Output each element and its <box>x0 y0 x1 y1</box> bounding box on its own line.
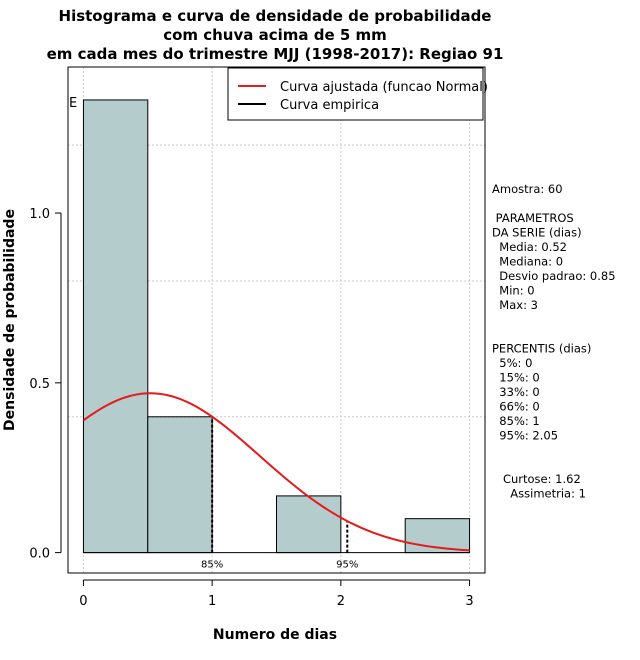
normal-curve <box>82 392 470 552</box>
side-stat-line: 5%: 0 <box>492 356 532 370</box>
side-stat-line: Media: 0.52 <box>492 240 567 254</box>
side-stat-line: Amostra: 60 <box>492 182 563 196</box>
x-axis-title: Numero de dias <box>213 627 337 643</box>
legend: Curva ajustada (funcao Normal) Curva empi… <box>227 67 488 121</box>
axes: 0 1 2 3 0.0 0.5 1.0 Numero de dias Densidade de … <box>2 207 474 643</box>
side-stat-line: PARAMETROS <box>492 211 574 225</box>
histogram-bar <box>82 99 149 554</box>
fitted-curve <box>82 392 470 552</box>
legend-label: Curva empirica <box>280 98 379 113</box>
x-tick-label: 2 <box>337 594 345 609</box>
side-stat-line: DA SERIE (dias) <box>492 226 582 240</box>
chart-title: Histograma e curva de densidade de proba… <box>47 7 504 63</box>
histogram-bars <box>82 99 471 554</box>
y-tick-label: 0.0 <box>29 547 50 562</box>
side-stat-line: 15%: 0 <box>492 371 540 385</box>
side-stat-line: 95%: 2.05 <box>492 429 558 443</box>
y-tick-label: 0.5 <box>29 377 50 392</box>
percentile-label: 85% <box>201 560 223 571</box>
side-stat-line: Curtose: 1.62 <box>492 472 581 486</box>
side-stat-line: PERCENTIS (dias) <box>492 342 591 356</box>
corner-mark: E <box>69 96 77 111</box>
side-stat-line: 33%: 0 <box>492 385 540 399</box>
legend-label: Curva ajustada (funcao Normal) <box>280 80 488 95</box>
chart-title-line: Histograma e curva de densidade de proba… <box>59 7 492 25</box>
side-stat-line: Min: 0 <box>492 284 535 298</box>
side-stat-line: Mediana: 0 <box>492 255 563 269</box>
y-axis-title: Densidade de probabilidade <box>2 209 18 431</box>
histogram-bar <box>276 495 342 554</box>
side-stat-line: Max: 3 <box>492 298 538 312</box>
x-tick-label: 1 <box>208 594 216 609</box>
plot-frame <box>67 66 486 574</box>
side-stat-line: Assimetria: 1 <box>492 487 586 501</box>
percentile-label: 95% <box>336 560 358 571</box>
x-tick-label: 3 <box>465 594 473 609</box>
chart-title-line: em cada mes do trimestre MJJ (1998-2017)… <box>47 45 504 63</box>
side-stat-line: Desvio padrao: 0.85 <box>492 269 616 283</box>
legend-box <box>227 67 484 121</box>
side-stat-line: 85%: 1 <box>492 414 540 428</box>
percentile-markers: 85% 95% <box>201 416 358 571</box>
y-tick-label: 1.0 <box>29 207 50 222</box>
histogram-bar <box>147 416 213 554</box>
chart-title-line: com chuva acima de 5 mm <box>163 26 387 44</box>
side-stat-line: 66%: 0 <box>492 400 540 414</box>
x-tick-label: 0 <box>79 594 87 609</box>
